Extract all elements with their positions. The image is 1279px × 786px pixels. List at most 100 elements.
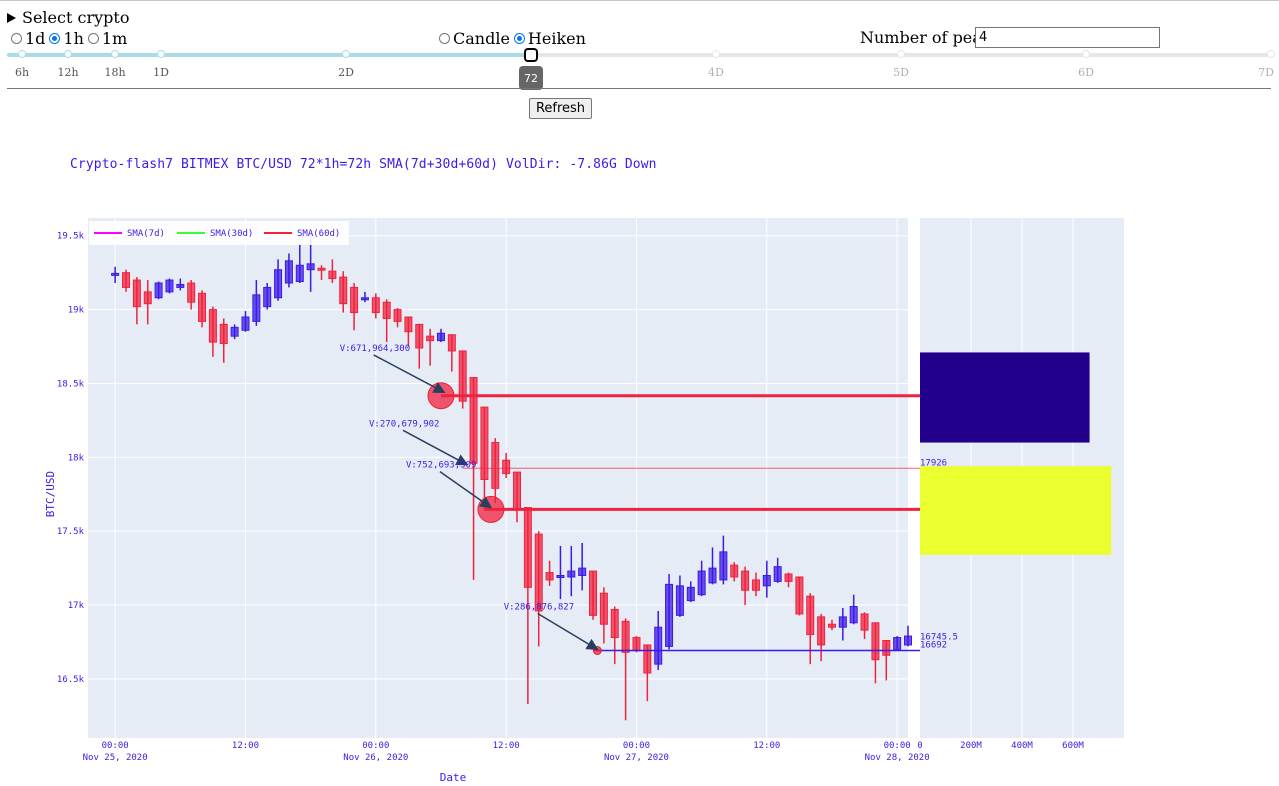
slider-step-dot[interactable] [1267, 50, 1275, 58]
candle-body [426, 335, 435, 342]
volume-arrow [402, 429, 469, 466]
candle-body [665, 583, 674, 647]
slider-step-dot[interactable] [342, 50, 350, 58]
select-crypto-toggle[interactable]: Select crypto [7, 8, 129, 27]
candle-body [295, 264, 304, 283]
candle-body [697, 570, 706, 596]
legend-entry: SMA(60d) [297, 229, 340, 239]
candle-body [480, 406, 489, 480]
select-crypto-label: Select crypto [22, 8, 130, 27]
candle-body [513, 471, 522, 510]
volume-arrow [537, 612, 599, 651]
candle-body [263, 286, 272, 308]
top-divider [0, 0, 1279, 1]
candle-body [599, 592, 608, 625]
candle-body [686, 586, 695, 602]
candle-body [122, 272, 131, 288]
slider-filled-track[interactable] [7, 53, 531, 57]
candle-body [643, 644, 652, 674]
volume-profile-bar [920, 352, 1090, 443]
candle-body [371, 297, 380, 314]
legend-entry: SMA(7d) [127, 229, 165, 239]
slider-step-dot[interactable] [64, 50, 72, 58]
candle-body [165, 279, 174, 293]
candle-body [589, 570, 598, 616]
volume-tick-label: 600M [1062, 741, 1084, 751]
candle-body [252, 294, 261, 322]
candle-body [328, 270, 337, 280]
x-tick-label: 12:00 [753, 741, 780, 751]
x-tick-label: 00:00 [362, 741, 389, 751]
x-tick-date-label: Nov 26, 2020 [343, 753, 408, 763]
x-tick-label: 12:00 [493, 741, 520, 751]
interval-option-1m[interactable]: 1m [87, 29, 127, 48]
slider-mark-12h[interactable]: 12h [57, 66, 79, 79]
x-tick-label: 00:00 [102, 741, 129, 751]
controls-divider [7, 88, 1271, 89]
candle-body [132, 279, 141, 308]
volume-arrow [439, 471, 493, 509]
slider-mark-2d[interactable]: 2D [338, 66, 354, 79]
time-range-slider[interactable] [7, 53, 1272, 57]
candle-body [241, 316, 250, 331]
slider-mark-7d[interactable]: 7D [1258, 66, 1274, 79]
candle-body [393, 309, 402, 322]
chart-type-radio-group: Candle Heiken [439, 29, 590, 48]
candle-body [350, 286, 359, 314]
slider-step-dot[interactable] [1082, 50, 1090, 58]
radio-circle-icon[interactable] [87, 33, 99, 44]
slider-mark-6h[interactable]: 6h [14, 66, 30, 79]
candle-body [654, 626, 663, 665]
slider-value-tooltip: 72 [519, 66, 543, 90]
slider-mark-6d[interactable]: 6D [1078, 66, 1094, 79]
radio-selected-icon[interactable] [49, 33, 61, 44]
slider-step-dot[interactable] [897, 50, 905, 58]
candle-body [154, 282, 163, 299]
interval-option-1d[interactable]: 1d [11, 29, 45, 48]
candle-body [621, 620, 630, 653]
refresh-button[interactable]: Refresh [529, 98, 592, 119]
slider-mark-5d[interactable]: 5D [893, 66, 909, 79]
y-tick-label: 17k [68, 601, 85, 611]
slider-step-dot[interactable] [18, 50, 26, 58]
candle-body [578, 567, 587, 577]
candle-body [458, 350, 467, 402]
candle-body [730, 564, 739, 578]
candle-body [404, 316, 413, 333]
radio-circle-icon[interactable] [439, 33, 450, 44]
chart-type-option-heiken[interactable]: Heiken [513, 29, 586, 48]
candle-body [817, 616, 826, 646]
candle-body [893, 637, 902, 650]
slider-mark-1d[interactable]: 1D [153, 66, 169, 79]
candle-body [904, 635, 912, 646]
y-axis-title: BTC/USD [44, 471, 57, 517]
candle-body [827, 623, 836, 628]
slider-mark-4d[interactable]: 4D [708, 66, 724, 79]
volume-annotation: V:286,876,827 [504, 602, 574, 612]
slider-step-dot[interactable] [712, 50, 720, 58]
number-of-peaks-input[interactable] [975, 27, 1160, 48]
number-of-peaks-label: Number of peaks [860, 28, 1000, 47]
candle-body [187, 282, 196, 303]
peak-level-label: 17926 [920, 458, 947, 468]
legend-entry: SMA(30d) [210, 229, 253, 239]
radio-circle-icon[interactable] [11, 33, 22, 44]
chart-type-option-candle[interactable]: Candle [439, 29, 510, 48]
candle-body [545, 572, 554, 581]
candle-body [741, 570, 750, 591]
candle-body [675, 585, 684, 616]
slider-step-dot[interactable] [111, 50, 119, 58]
x-tick-label: 12:00 [232, 741, 259, 751]
candle-body [795, 576, 804, 615]
candle-body [751, 579, 760, 591]
slider-step-dot[interactable] [157, 50, 165, 58]
interval-option-1h[interactable]: 1h [49, 29, 84, 48]
candle-body [143, 291, 152, 305]
y-tick-label: 17.5k [57, 527, 85, 537]
peak-level-label: 16745.5 [920, 633, 958, 643]
slider-mark-18h[interactable]: 18h [104, 66, 126, 79]
slider-handle[interactable] [524, 48, 538, 62]
candle-body [317, 267, 326, 271]
radio-selected-icon[interactable] [513, 33, 525, 44]
